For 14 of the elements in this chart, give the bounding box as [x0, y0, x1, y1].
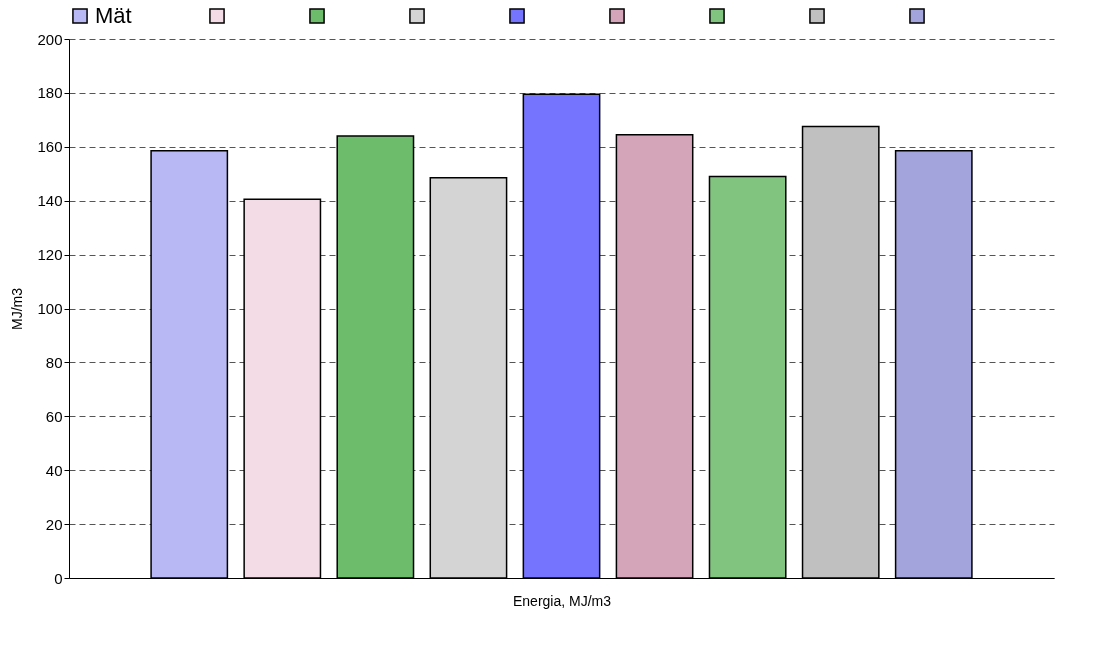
y-tick-label: 120: [37, 246, 63, 264]
y-tick-label: 80: [45, 353, 63, 371]
y-tick-label: 0: [54, 569, 63, 587]
y-tick-label: 100: [37, 300, 63, 317]
y-tick-label: 160: [37, 138, 63, 156]
y-tick-label: 140: [37, 192, 63, 210]
y-tick-label: 60: [45, 407, 63, 425]
legend-label: Mät: [95, 3, 132, 28]
x-axis-title: Energia, MJ/m3: [512, 592, 612, 609]
y-tick-label: 40: [45, 461, 63, 479]
y-tick-label: 200: [37, 30, 63, 48]
y-tick-label: 180: [37, 84, 63, 102]
y-axis-title: MJ/m3: [9, 287, 26, 330]
y-tick-label: 20: [45, 515, 63, 533]
